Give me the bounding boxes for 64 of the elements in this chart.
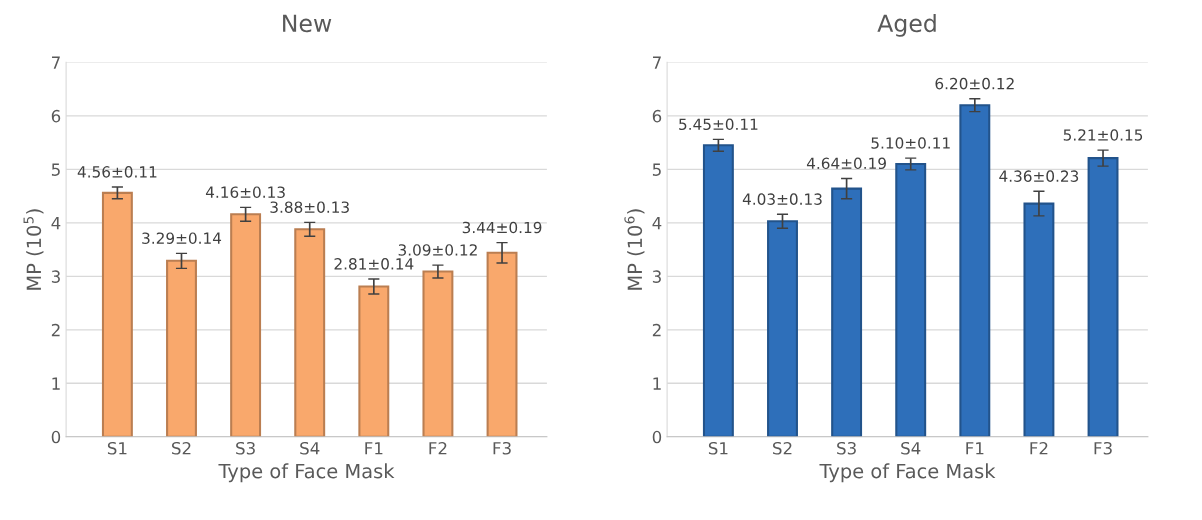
data-label: 2.81±0.14 — [334, 258, 414, 270]
x-tick-label: F1 — [365, 442, 383, 455]
chart-title: New — [283, 14, 332, 33]
bar — [1023, 202, 1055, 437]
x-tick-label: F2 — [429, 441, 447, 455]
y-tick-label: 0 — [51, 430, 61, 444]
y-tick-label: 4 — [51, 217, 61, 230]
bar — [895, 162, 927, 437]
x-tick-label: S4 — [300, 441, 320, 455]
y-tick-label: 3 — [652, 270, 661, 283]
data-label: 4.16±0.13 — [205, 186, 285, 198]
x-tick-label: S3 — [837, 441, 856, 455]
data-label: 3.88±0.13 — [270, 201, 349, 213]
chart-title: Aged — [877, 13, 936, 37]
y-tick-label: 6 — [652, 109, 662, 123]
y-axis-title: MP (10$^{6}$) — [624, 209, 645, 290]
bar — [767, 220, 798, 437]
bar — [294, 228, 326, 437]
data-label: 5.10±0.11 — [871, 137, 950, 149]
x-axis-title: Type of Face Mask — [819, 463, 996, 483]
data-label: 4.56±0.11 — [77, 166, 157, 178]
data-label: 4.36±0.23 — [999, 170, 1079, 182]
bar — [702, 144, 734, 437]
x-tick-label: S1 — [107, 441, 127, 455]
data-label: 3.29±0.14 — [142, 232, 222, 244]
bar — [831, 187, 863, 437]
y-tick-label: 4 — [652, 217, 662, 230]
x-tick-label: S2 — [172, 441, 191, 455]
data-label: 5.21±0.15 — [1063, 129, 1143, 141]
data-label: 3.09±0.12 — [398, 244, 477, 256]
data-label: 4.64±0.19 — [806, 157, 886, 170]
bar — [230, 213, 262, 437]
y-tick-label: 1 — [653, 377, 661, 390]
x-tick-label: S2 — [773, 441, 792, 455]
data-label: 4.03±0.13 — [742, 193, 822, 205]
y-tick-label: 2 — [652, 323, 661, 337]
y-tick-label: 5 — [652, 163, 661, 176]
x-tick-label: F1 — [966, 442, 984, 455]
y-tick-label: 7 — [52, 56, 60, 69]
x-tick-label: F3 — [493, 441, 511, 455]
y-tick-label: 1 — [52, 377, 60, 390]
x-axis-title: Type of Face Mask — [218, 463, 395, 483]
y-tick-label: 6 — [51, 109, 61, 123]
data-label: 3.44±0.19 — [462, 221, 542, 234]
y-axis-title: MP (10$^{5}$) — [23, 209, 44, 290]
bar — [358, 285, 390, 437]
data-label: 5.45±0.11 — [679, 118, 758, 131]
x-tick-label: S3 — [236, 441, 255, 455]
bar — [486, 251, 518, 437]
x-tick-label: F2 — [1030, 441, 1048, 455]
y-tick-label: 7 — [653, 56, 661, 69]
data-label: 6.20±0.12 — [935, 77, 1014, 90]
x-tick-label: F3 — [1094, 441, 1112, 455]
bar — [959, 104, 991, 437]
bar — [422, 270, 454, 437]
y-tick-label: 3 — [51, 270, 60, 283]
x-tick-label: S1 — [708, 441, 728, 455]
bar — [101, 191, 133, 437]
bar — [166, 259, 197, 437]
y-tick-label: 2 — [51, 323, 60, 337]
bar — [1087, 157, 1119, 437]
y-tick-label: 5 — [51, 163, 60, 176]
y-tick-label: 0 — [652, 430, 662, 444]
x-tick-label: S4 — [901, 441, 921, 455]
